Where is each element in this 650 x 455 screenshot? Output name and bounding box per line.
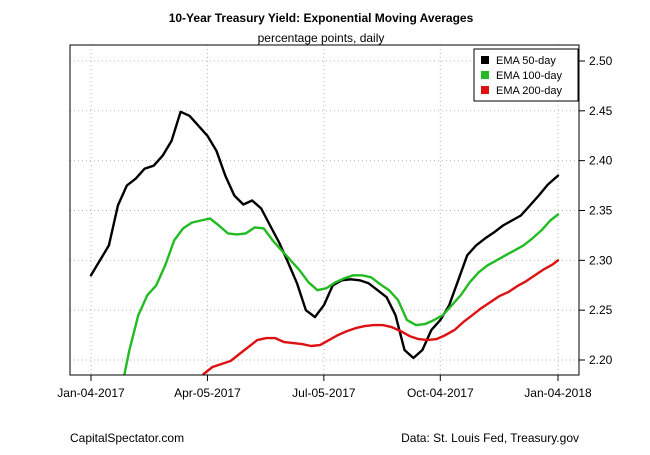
y-tick-label-1: 2.25 (589, 303, 613, 317)
x-tick-label-2: Jul-05-2017 (292, 386, 356, 400)
y-tick-label-6: 2.50 (589, 54, 613, 68)
legend-label-ema-100-day: EMA 100-day (496, 70, 563, 82)
legend-swatch-ema-50-day (481, 56, 489, 64)
series-line-ema-50-day (89, 110, 560, 360)
x-tick-label-0: Jan-04-2017 (57, 386, 125, 400)
y-axis: 2.20 2.25 2.30 2.35 2.40 2.45 2.50 (578, 54, 613, 367)
legend-box (473, 48, 579, 102)
chart-subtitle: percentage points, daily (258, 31, 385, 45)
x-tick-label-1: Apr-05-2017 (174, 386, 241, 400)
legend-label-ema-50-day: EMA 50-day (496, 55, 556, 67)
footer-data-credit: Data: St. Louis Fed, Treasury.gov (401, 431, 579, 445)
chart-title: 10-Year Treasury Yield: Exponential Movi… (169, 11, 474, 25)
x-tick-label-3: Oct-04-2017 (407, 386, 474, 400)
series-line-ema-200-day (202, 259, 560, 375)
legend-swatch-ema-200-day (481, 86, 489, 94)
legend: EMA 50-day EMA 100-day EMA 200-day (473, 48, 579, 102)
legend-label-ema-200-day: EMA 200-day (496, 85, 563, 97)
y-tick-label-4: 2.40 (589, 154, 613, 168)
y-tick-label-2: 2.30 (589, 253, 613, 267)
footer-source-site: CapitalSpectator.com (70, 431, 184, 445)
series-layer (89, 110, 560, 375)
x-axis: Jan-04-2017 Apr-05-2017 Jul-05-2017 Oct-04-… (57, 374, 592, 400)
legend-swatch-ema-100-day (481, 71, 489, 79)
series-line-ema-100-day (123, 213, 560, 375)
y-tick-label-3: 2.35 (589, 204, 613, 218)
y-tick-label-5: 2.45 (589, 104, 613, 118)
x-tick-label-4: Jan-04-2018 (524, 386, 592, 400)
y-tick-label-0: 2.20 (589, 353, 613, 367)
